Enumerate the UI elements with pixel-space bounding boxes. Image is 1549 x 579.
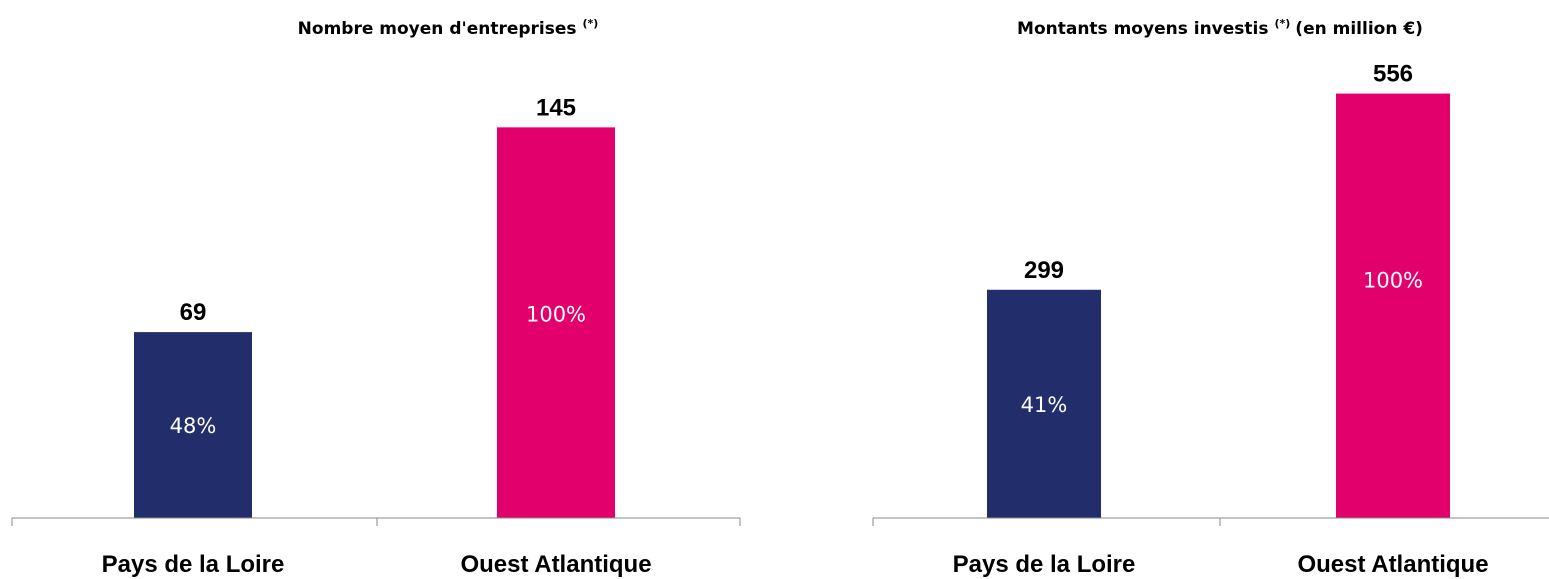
share-label: 48% (170, 414, 217, 438)
bar (497, 127, 615, 519)
category-label: Ouest Atlantique (1297, 551, 1488, 578)
title-superscript: (*) (1274, 17, 1290, 30)
share-label: 41% (1021, 393, 1068, 417)
category-label: Pays de la Loire (102, 551, 285, 578)
bar (987, 289, 1101, 518)
title-main: Montants moyens investis (1017, 19, 1268, 39)
share-label: 100% (526, 302, 586, 326)
chart: Montants moyens investis (*) (en million €… (872, 17, 1549, 578)
value-label: 69 (180, 299, 207, 326)
title-main: Nombre moyen d'entreprises (298, 19, 577, 39)
chart: Nombre moyen d'entreprises (*) 69 48% Pays d… (11, 17, 741, 578)
title-suffix: (en million €) (1295, 19, 1423, 39)
title-superscript: (*) (583, 17, 599, 30)
value-label: 299 (1024, 257, 1064, 284)
chart-title: Montants moyens investis (*) (en million €… (1017, 17, 1423, 39)
value-label: 145 (536, 94, 576, 121)
share-label: 100% (1363, 269, 1423, 293)
category-label: Ouest Atlantique (460, 551, 651, 578)
category-label: Pays de la Loire (953, 551, 1136, 578)
bar (1336, 93, 1450, 518)
chart-title: Nombre moyen d'entreprises (*) (298, 17, 599, 39)
bar (134, 332, 252, 518)
value-label: 556 (1373, 61, 1413, 88)
